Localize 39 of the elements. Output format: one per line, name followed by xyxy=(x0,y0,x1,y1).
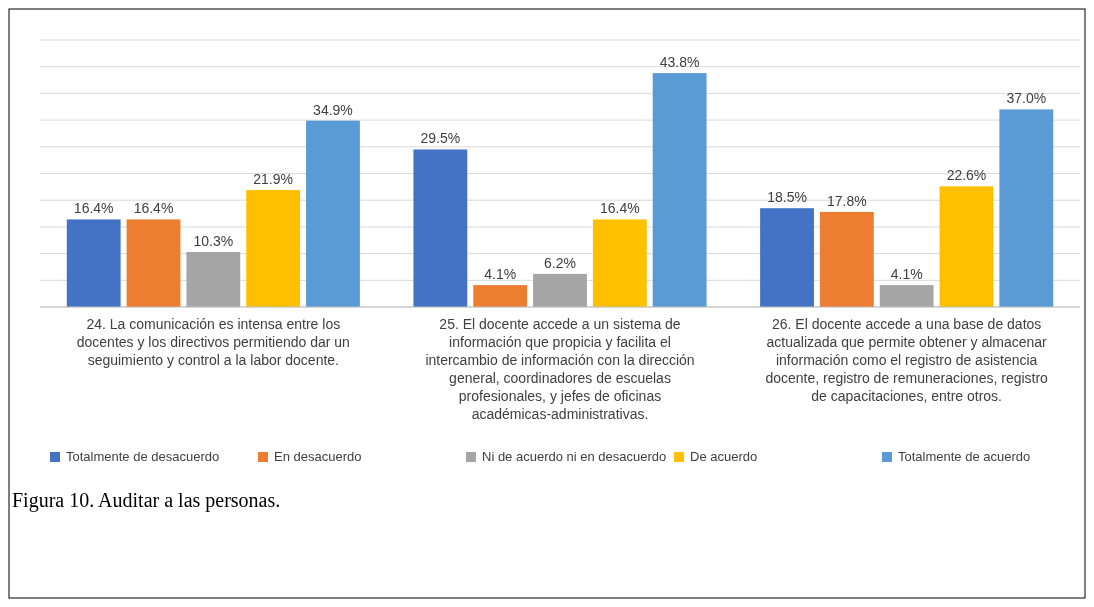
legend-label: De acuerdo xyxy=(690,449,758,465)
bar xyxy=(760,208,814,307)
bar xyxy=(652,73,707,307)
bar xyxy=(999,109,1054,307)
bar xyxy=(592,219,647,307)
data-label: 17.8% xyxy=(827,192,867,209)
data-label: 21.9% xyxy=(253,171,293,188)
bar xyxy=(126,219,181,307)
bar xyxy=(66,219,121,307)
bar xyxy=(533,273,587,307)
data-label: 34.9% xyxy=(313,101,353,118)
bar xyxy=(186,252,241,307)
bar xyxy=(879,285,934,307)
bar xyxy=(819,211,874,307)
data-label: 16.4% xyxy=(599,200,640,217)
bar xyxy=(306,120,360,307)
data-label: 4.1% xyxy=(890,266,923,283)
bar xyxy=(473,285,528,307)
data-label: 4.1% xyxy=(484,266,517,283)
text: Figura 10. Auditar a las personas. xyxy=(12,489,281,512)
x-tick-label: 24. La comunicación es intensa entre los docentes y los directivos permitiendo dar un seguimiento y control a la labor docente. xyxy=(76,316,350,368)
data-label: 10.3% xyxy=(193,233,234,249)
data-label: 18.5% xyxy=(767,189,807,206)
x-tick-label: 26. El docente accede a una base de datos actualizada que permite obtener y almacenar información como el registro de asistencia docente, registro de remuneraciones, registro de capacitaciones, entre otros. xyxy=(765,316,1049,404)
legend-label: Totalmente de desacuerdo xyxy=(66,449,220,465)
data-label: 37.0% xyxy=(1006,90,1047,107)
bar xyxy=(246,190,301,307)
data-label: 29.5% xyxy=(420,130,461,147)
legend-label: En desacuerdo xyxy=(274,449,362,465)
legend-label: Ni de acuerdo ni en desacuerdo xyxy=(482,449,667,465)
data-label: 6.2% xyxy=(544,254,576,271)
x-tick-label: 25. El docente accede a un sistema de información que propicia y facilita el intercambio de información con la dirección general, coordinadores de escuelas profesionales, y jefes de oficinas académicas-administrativas. xyxy=(425,316,695,422)
data-label: 16.4% xyxy=(73,200,114,217)
legend-label: Totalmente de acuerdo xyxy=(898,449,1031,465)
bar xyxy=(413,149,468,307)
data-label: 43.8% xyxy=(659,54,700,71)
data-label: 16.4% xyxy=(133,200,174,217)
bar xyxy=(939,186,994,307)
data-label: 22.6% xyxy=(946,167,987,184)
